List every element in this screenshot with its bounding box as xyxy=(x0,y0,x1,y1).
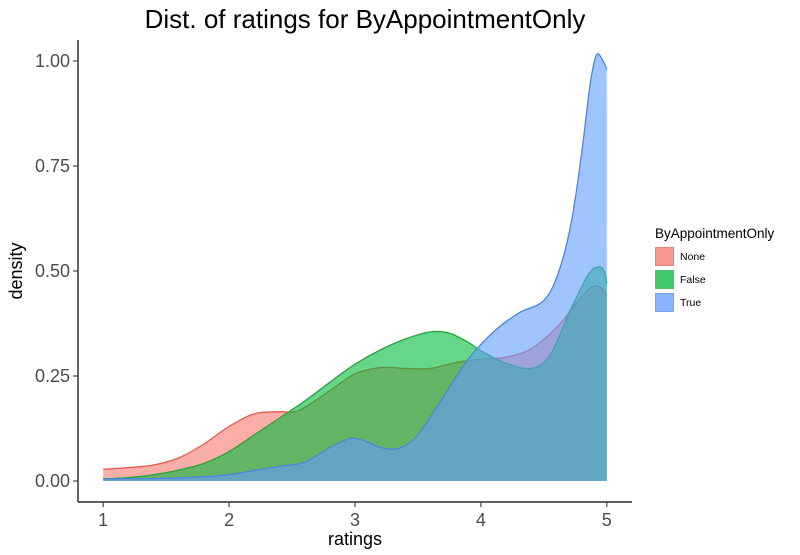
y-tick-label: 0.25 xyxy=(35,366,70,386)
x-tick-label: 2 xyxy=(224,510,234,530)
x-axis-ticks: 1 2 3 4 5 xyxy=(98,502,612,530)
y-tick-label: 0.00 xyxy=(35,471,70,491)
density-area-true xyxy=(103,53,607,482)
x-tick-label: 4 xyxy=(476,510,486,530)
legend: ByAppointmentOnly None False True xyxy=(655,226,774,314)
legend-swatch-false xyxy=(655,270,674,289)
legend-title: ByAppointmentOnly xyxy=(655,226,775,241)
x-tick-label: 5 xyxy=(602,510,612,530)
y-axis-ticks: 0.00 0.25 0.50 0.75 1.00 xyxy=(35,51,78,491)
legend-label-false: False xyxy=(680,273,706,286)
legend-items: None False True xyxy=(655,245,774,314)
chart-title: Dist. of ratings for ByAppointmentOnly xyxy=(144,4,586,34)
legend-item-true: True xyxy=(655,291,774,314)
legend-label-true: True xyxy=(680,296,702,309)
x-axis-title: ratings xyxy=(328,529,382,549)
legend-swatch-true xyxy=(655,293,674,312)
y-tick-label: 0.50 xyxy=(35,261,70,281)
legend-label-none: None xyxy=(680,250,706,263)
x-tick-label: 3 xyxy=(350,510,360,530)
y-tick-label: 1.00 xyxy=(35,51,70,71)
x-tick-label: 1 xyxy=(98,510,108,530)
legend-item-none: None xyxy=(655,245,774,268)
y-axis-title: density xyxy=(6,242,26,299)
y-tick-label: 0.75 xyxy=(35,156,70,176)
density-line-true xyxy=(103,53,608,480)
legend-item-false: False xyxy=(655,268,774,291)
density-areas xyxy=(103,53,608,482)
legend-swatch-none xyxy=(655,247,674,266)
